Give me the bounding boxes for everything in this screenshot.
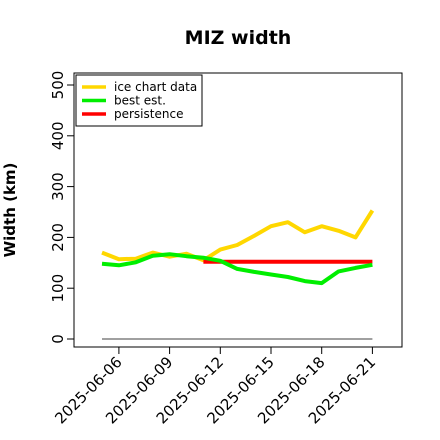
y-tick-label: 400 [49,121,67,150]
y-axis: 0 100 200 300 400 500 [49,71,75,344]
legend-label: ice chart data [114,80,197,94]
legend-label: persistence [114,107,183,121]
series-line-ice-chart-data [101,209,375,263]
legend-label: best est. [114,94,166,108]
y-tick-label: 300 [49,172,67,201]
legend-box [75,74,203,127]
series-line-best-est [101,252,373,286]
chart-title: MIZ width [185,27,292,49]
y-tick-label: 500 [49,71,67,100]
x-axis: 2025-06-062025-06-092025-06-122025-06-15… [51,346,379,427]
y-tick-label: 200 [49,223,67,252]
y-tick-label: 100 [49,274,67,303]
y-axis-label: Width (km) [1,163,19,258]
y-tick-label: 0 [49,334,67,344]
series-layer [101,209,375,340]
